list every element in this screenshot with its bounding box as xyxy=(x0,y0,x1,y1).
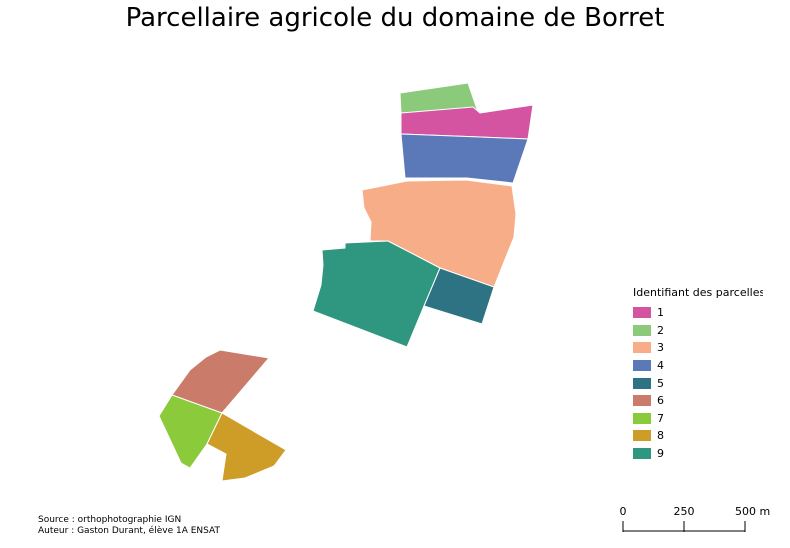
legend-label-7: 7 xyxy=(657,411,664,425)
legend-label-8: 8 xyxy=(657,429,664,443)
parcel-5[interactable] xyxy=(423,267,495,325)
scale-bar-label-0: 0 xyxy=(620,505,627,518)
legend-item-5[interactable]: 5 xyxy=(633,374,763,392)
source-credits: Source : orthophotographie IGN Auteur : … xyxy=(38,515,220,537)
parcel-4[interactable] xyxy=(400,133,529,184)
legend-label-6: 6 xyxy=(657,394,664,408)
legend-swatch-7 xyxy=(633,412,651,424)
legend: Identifiant des parcelles 1 2 3 4 5 6 7 … xyxy=(633,286,763,462)
legend-label-9: 9 xyxy=(657,447,664,461)
legend-swatch-3 xyxy=(633,342,651,354)
legend-swatch-2 xyxy=(633,324,651,336)
legend-item-7[interactable]: 7 xyxy=(633,410,763,428)
legend-swatch-8 xyxy=(633,430,651,442)
legend-item-1[interactable]: 1 xyxy=(633,304,763,322)
parcel-9[interactable] xyxy=(312,240,441,348)
legend-item-2[interactable]: 2 xyxy=(633,322,763,340)
legend-swatch-6 xyxy=(633,395,651,407)
scale-bar-label-500: 500 m xyxy=(735,505,770,518)
legend-item-6[interactable]: 6 xyxy=(633,392,763,410)
author-line: Auteur : Gaston Durant, élève 1A ENSAT xyxy=(38,526,220,536)
legend-swatch-5 xyxy=(633,377,651,389)
legend-label-4: 4 xyxy=(657,359,664,373)
parcels-layer xyxy=(158,82,534,482)
legend-swatch-9 xyxy=(633,448,651,460)
scale-bar: 0 250 500 m xyxy=(620,505,770,532)
map-title: Parcellaire agricole du domaine de Borre… xyxy=(125,3,665,33)
parcel-8[interactable] xyxy=(206,412,287,482)
legend-label-1: 1 xyxy=(657,306,664,320)
scale-bar-label-250: 250 xyxy=(674,505,695,518)
legend-title: Identifiant des parcelles xyxy=(633,286,763,299)
legend-item-8[interactable]: 8 xyxy=(633,427,763,445)
legend-swatch-4 xyxy=(633,360,651,372)
legend-item-9[interactable]: 9 xyxy=(633,445,763,463)
legend-label-2: 2 xyxy=(657,323,664,337)
legend-label-5: 5 xyxy=(657,376,664,390)
legend-label-3: 3 xyxy=(657,341,664,355)
legend-item-3[interactable]: 3 xyxy=(633,339,763,357)
source-line: Source : orthophotographie IGN xyxy=(38,515,182,525)
legend-swatch-1 xyxy=(633,307,651,319)
legend-item-4[interactable]: 4 xyxy=(633,357,763,375)
